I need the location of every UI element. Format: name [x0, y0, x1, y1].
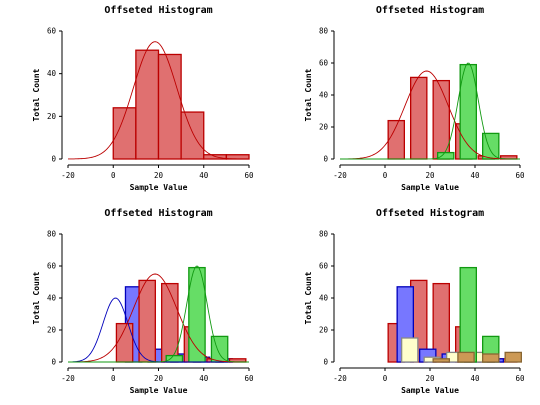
x-tick-label: 20 — [154, 374, 164, 383]
y-axis-label: Total Count — [304, 68, 313, 121]
x-tick-label: 40 — [199, 171, 209, 180]
chart-panel-4: Offseted Histogram 0 20 40 60 80 -20 0 20 40 60 Sam… — [304, 207, 525, 395]
bar — [457, 351, 475, 363]
y-axis-label: Total Count — [32, 68, 41, 121]
x-tick-label: 0 — [111, 374, 116, 383]
y-tick-label: 20 — [47, 112, 57, 121]
chart-panel-2: Offseted Histogram 0 20 40 60 80 -20 0 20 40 60 Sam… — [304, 4, 525, 192]
y-axis-label: Total Count — [304, 271, 313, 324]
x-axis-label: Sample Value — [401, 386, 459, 395]
x-tick-label: 20 — [154, 171, 164, 180]
x-tick-label: 0 — [111, 171, 116, 180]
fit-curve — [68, 265, 249, 363]
y-tick-label: 60 — [319, 262, 329, 271]
y-tick-label: 0 — [323, 155, 328, 164]
x-tick-label: 20 — [425, 374, 435, 383]
x-tick-label: 20 — [425, 171, 435, 180]
x-tick-label: -20 — [61, 171, 75, 180]
y-tick-label: 0 — [51, 155, 56, 164]
bar — [459, 266, 477, 363]
bar — [409, 76, 428, 160]
x-axis-label: Sample Value — [401, 183, 459, 192]
chart-title: Offseted Histogram — [376, 4, 484, 16]
y-tick-label: 40 — [319, 91, 329, 100]
y-tick-label: 60 — [47, 27, 57, 36]
x-tick-label: 0 — [383, 374, 388, 383]
fit-curve — [67, 273, 249, 363]
y-tick-label: 20 — [319, 326, 329, 335]
fit-curve — [339, 70, 520, 160]
bar — [138, 279, 156, 363]
bar — [504, 351, 522, 363]
x-tick-label: 60 — [515, 171, 525, 180]
bar — [161, 282, 179, 363]
y-tick-label: 40 — [319, 294, 329, 303]
x-tick-label: -20 — [333, 171, 347, 180]
chart-title: Offseted Histogram — [104, 4, 212, 16]
bar — [135, 49, 160, 160]
bar — [481, 132, 500, 160]
x-axis-label: Sample Value — [130, 386, 188, 395]
x-tick-label: 60 — [244, 374, 254, 383]
x-tick-label: 0 — [383, 171, 388, 180]
bar — [400, 337, 419, 363]
chart-title: Offseted Histogram — [376, 207, 484, 219]
bar — [180, 111, 205, 160]
chart-title: Offseted Histogram — [104, 207, 212, 219]
bar — [157, 53, 182, 160]
x-tick-label: 40 — [470, 374, 480, 383]
x-tick-label: -20 — [61, 374, 75, 383]
fit-curve — [67, 41, 249, 160]
x-tick-label: 40 — [470, 171, 480, 180]
x-tick-label: 60 — [244, 171, 254, 180]
y-tick-label: 0 — [51, 358, 56, 367]
y-tick-label: 20 — [47, 326, 57, 335]
x-tick-label: 60 — [515, 374, 525, 383]
y-tick-label: 40 — [47, 69, 57, 78]
y-axis-label: Total Count — [32, 271, 41, 324]
bar — [432, 358, 450, 363]
x-tick-label: -20 — [333, 374, 347, 383]
bar — [432, 79, 450, 160]
y-tick-label: 60 — [47, 262, 57, 271]
bar — [436, 151, 455, 160]
y-tick-label: 80 — [47, 230, 57, 239]
bar — [459, 63, 477, 160]
y-tick-label: 60 — [319, 59, 329, 68]
x-tick-label: 40 — [199, 374, 209, 383]
chart-panel-3: Offseted Histogram 0 20 40 60 80 -20 0 20 40 60 Sam… — [32, 207, 254, 395]
x-axis-label: Sample Value — [130, 183, 188, 192]
bar — [165, 354, 184, 363]
y-tick-label: 20 — [319, 123, 329, 132]
y-tick-label: 0 — [323, 358, 328, 367]
y-tick-label: 40 — [47, 294, 57, 303]
bar — [481, 353, 500, 363]
bar — [210, 335, 229, 363]
y-tick-label: 80 — [319, 27, 329, 36]
y-tick-label: 80 — [319, 230, 329, 239]
chart-panel-1: Offseted Histogram 0 20 40 60 -20 0 20 40 60 Sampl… — [32, 4, 254, 192]
fit-curve — [340, 62, 520, 160]
